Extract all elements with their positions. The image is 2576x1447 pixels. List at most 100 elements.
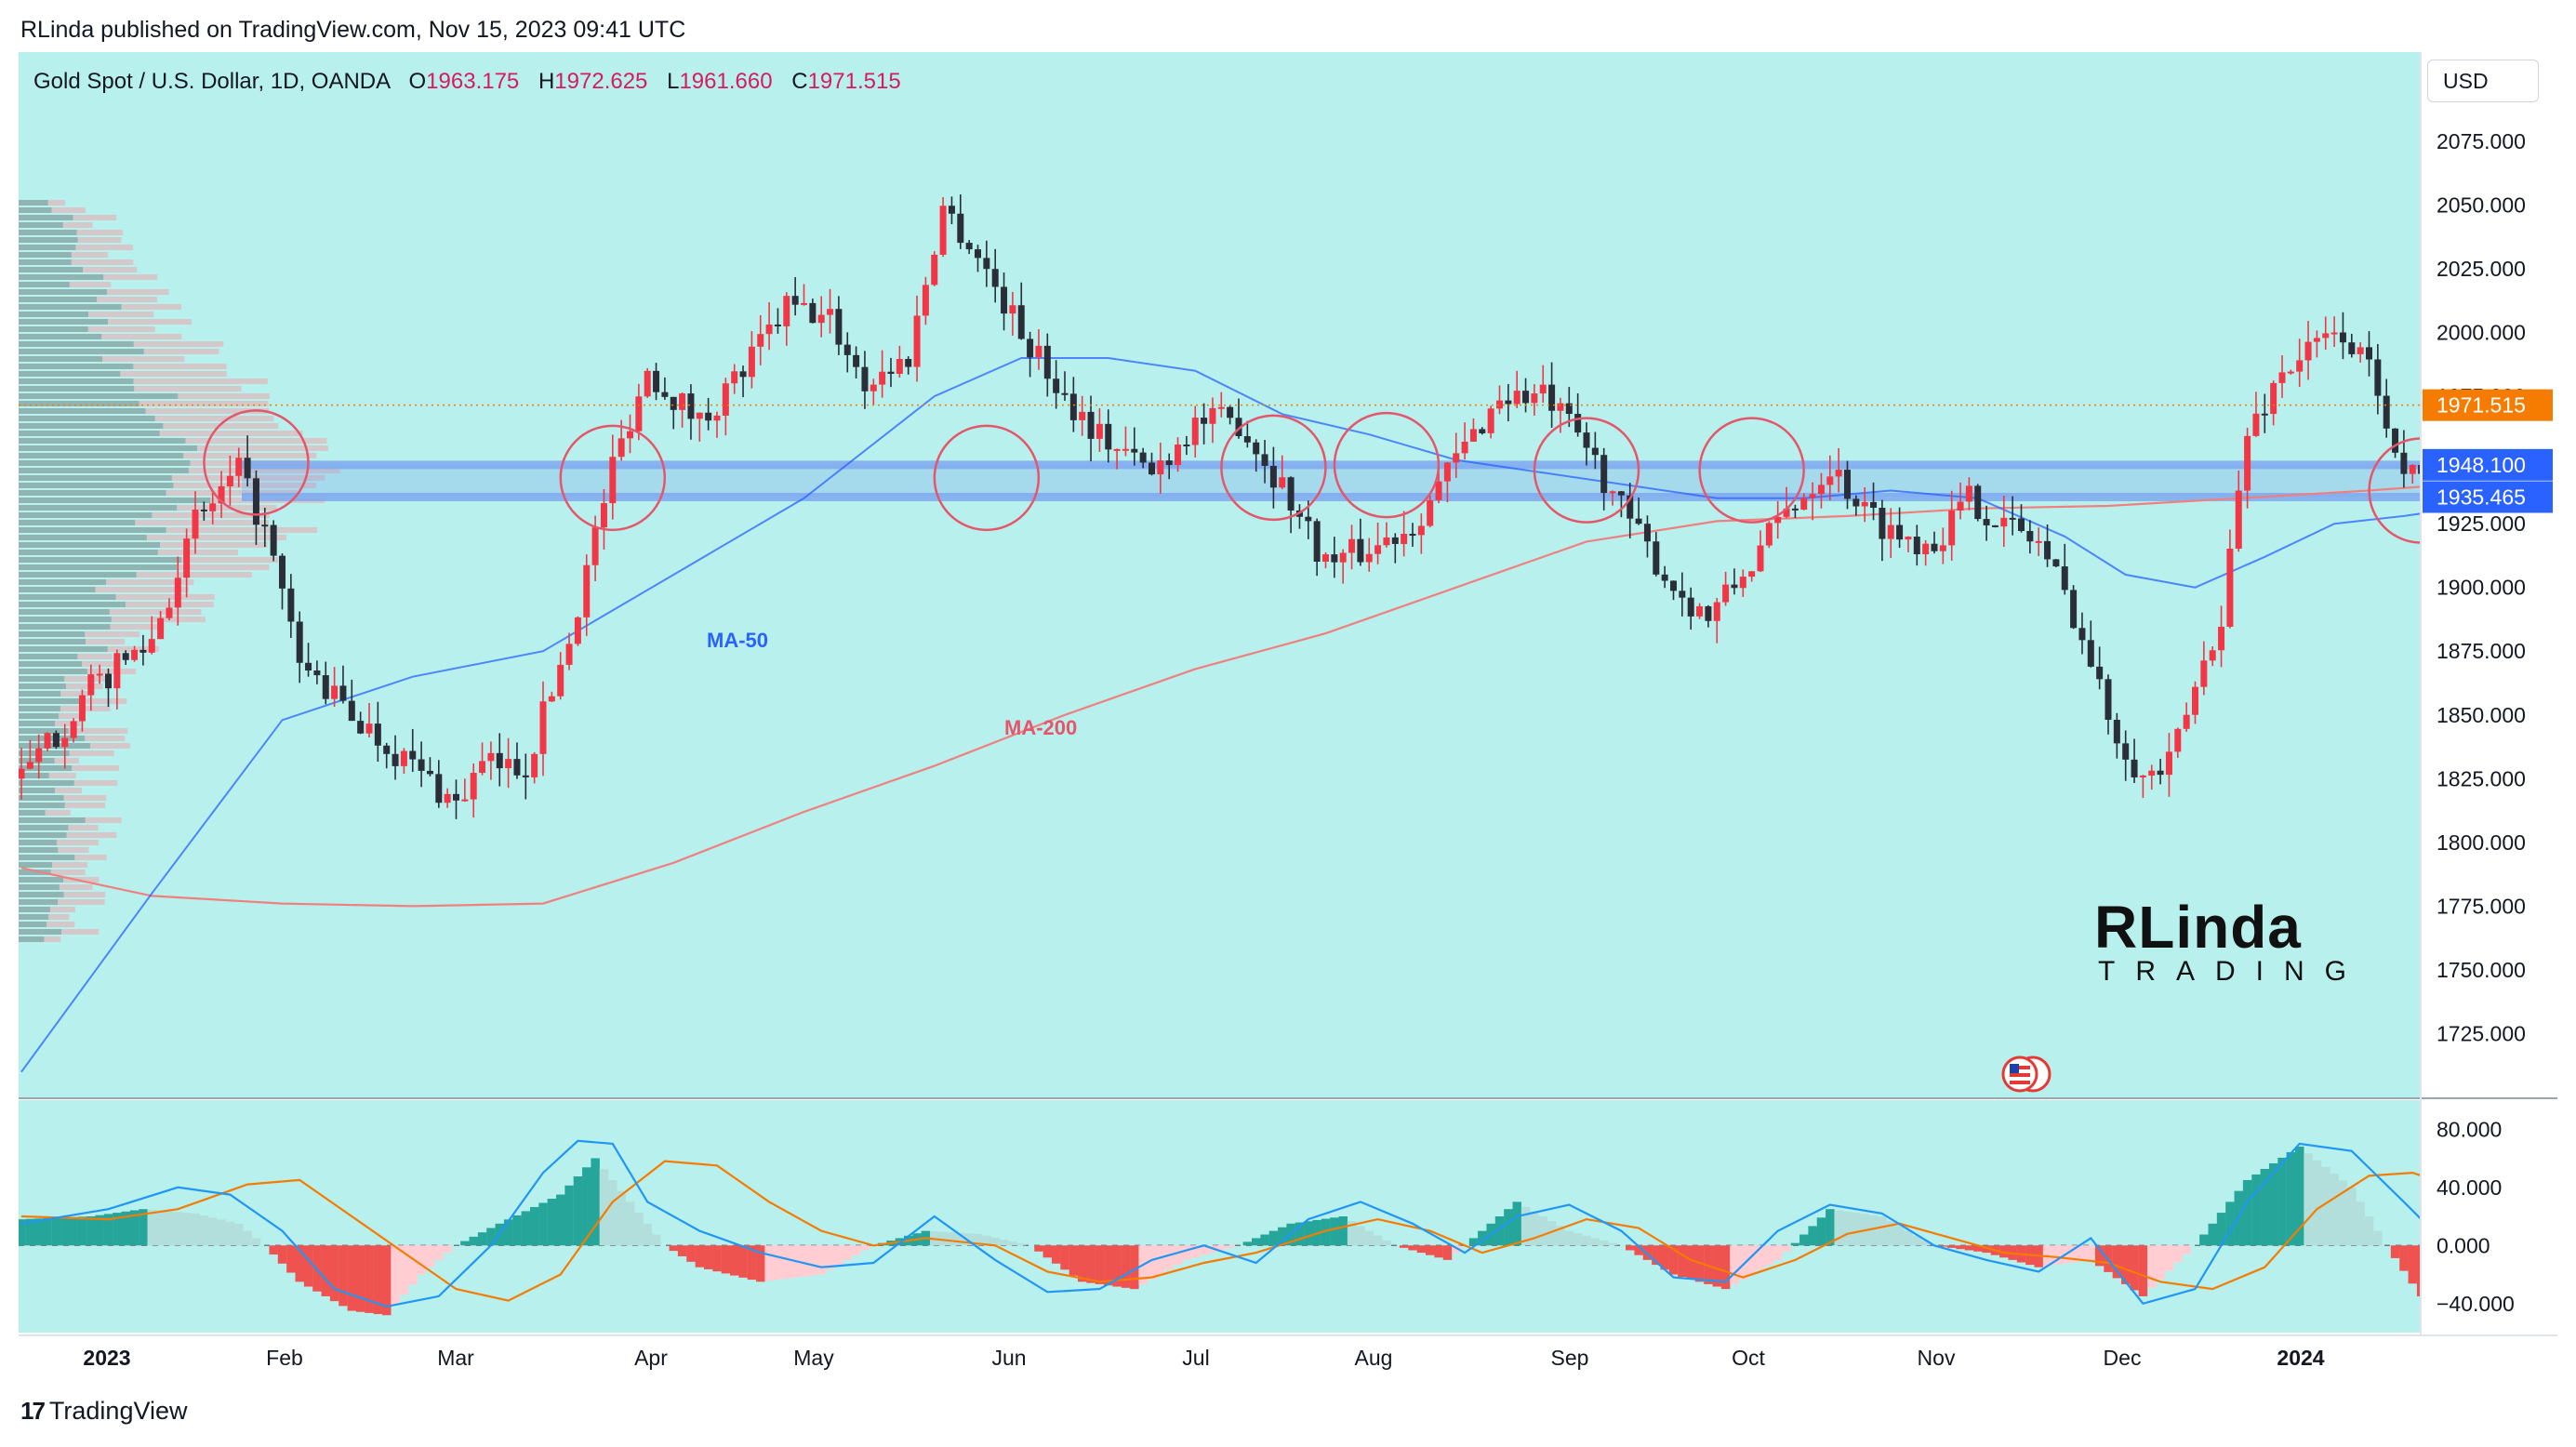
osc-histogram-bar: [773, 1245, 783, 1281]
volume-profile-bar: [97, 297, 157, 302]
volume-profile-bar: [19, 557, 182, 563]
candle-body: [843, 344, 851, 355]
price-tick-label: 2075.000: [2437, 129, 2526, 153]
osc-histogram-bar: [373, 1245, 383, 1315]
osc-histogram-bar: [1547, 1221, 1557, 1246]
volume-profile-bar: [19, 698, 83, 704]
candle-body: [2218, 626, 2225, 651]
osc-histogram-bar: [1660, 1245, 1669, 1270]
osc-histogram-bar: [677, 1245, 687, 1256]
us-flag-event-icon[interactable]: [2001, 1055, 2052, 1093]
volume-profile-bar: [135, 520, 270, 525]
volume-profile-bar: [19, 505, 178, 511]
time-tick-label: Jun: [991, 1346, 1026, 1370]
volume-profile-bar: [19, 899, 59, 905]
candle-body: [1313, 521, 1321, 562]
candle-body: [487, 752, 495, 762]
osc-histogram-bar: [1408, 1245, 1417, 1251]
volume-profile-bar: [52, 862, 88, 868]
osc-histogram-bar: [2156, 1245, 2165, 1280]
volume-profile-bar: [71, 252, 109, 258]
candle-body: [1913, 537, 1920, 554]
candle-body: [287, 588, 295, 622]
candle-body: [557, 664, 564, 697]
volume-profile-bar: [159, 542, 268, 548]
osc-histogram-bar: [538, 1202, 548, 1246]
osc-histogram-bar: [2330, 1174, 2339, 1246]
time-tick-label: Mar: [437, 1346, 474, 1370]
candle-body: [1600, 455, 1608, 494]
osc-histogram-bar: [529, 1206, 539, 1246]
osc-histogram-bar: [173, 1212, 183, 1246]
candle-body: [1279, 477, 1286, 488]
tradingview-logo-icon: 17: [20, 1397, 46, 1425]
volume-profile-bar: [19, 646, 108, 652]
volume-profile-bar: [19, 527, 166, 533]
volume-profile-bar: [159, 431, 303, 436]
candle-body: [922, 285, 929, 316]
volume-profile-bar: [19, 594, 116, 600]
candle-body: [1027, 339, 1034, 358]
candle-body: [2252, 413, 2260, 436]
candle-body: [348, 700, 355, 722]
candle-body: [2122, 743, 2130, 760]
volume-profile-bar: [19, 773, 49, 778]
last-price-label: 1971.515: [2437, 393, 2526, 418]
volume-profile-bar: [19, 587, 96, 592]
osc-histogram-bar: [2304, 1153, 2313, 1246]
candle-body: [1974, 485, 1982, 520]
volume-profile-bar: [75, 245, 134, 250]
osc-histogram-bar: [643, 1223, 652, 1246]
candle-body: [1175, 444, 1182, 466]
osc-histogram-bar: [1520, 1206, 1531, 1246]
osc-histogram-bar: [1069, 1245, 1079, 1276]
osc-histogram-bar: [2112, 1245, 2122, 1279]
tradingview-footer[interactable]: 17 TradingView: [20, 1397, 188, 1426]
osc-histogram-bar: [217, 1219, 226, 1246]
osc-histogram-bar: [947, 1232, 957, 1246]
volume-profile-bar: [19, 847, 59, 853]
osc-histogram-bar: [1920, 1241, 1931, 1246]
candle-body: [1574, 414, 1582, 433]
candle-body: [1496, 400, 1503, 409]
price-tick-label: 2050.000: [2437, 192, 2526, 217]
volume-profile-bar: [101, 334, 182, 339]
volume-profile-bar: [19, 870, 51, 875]
candle-body: [948, 206, 955, 214]
candle-body: [1687, 597, 1694, 617]
volume-profile-bar: [19, 453, 184, 458]
osc-histogram-bar: [843, 1245, 853, 1260]
volume-profile-bar: [143, 349, 219, 354]
candle-body: [470, 773, 477, 800]
osc-histogram-bar: [155, 1210, 166, 1246]
ma50-annotation: MA-50: [707, 629, 768, 652]
time-tick-label: Apr: [634, 1346, 668, 1370]
osc-histogram-bar: [1416, 1245, 1427, 1254]
volume-profile-bar: [62, 222, 93, 228]
candle-body: [2096, 666, 2104, 680]
osc-tick-label: 40.000: [2437, 1175, 2502, 1200]
osc-histogram-bar: [1130, 1245, 1139, 1290]
osc-histogram-bar: [69, 1216, 78, 1246]
osc-histogram-bar: [147, 1209, 157, 1246]
candle-body: [913, 315, 921, 367]
volume-profile-bar: [110, 624, 165, 630]
osc-histogram-bar: [512, 1215, 522, 1246]
candle-body: [887, 371, 895, 374]
volume-profile-bar: [19, 572, 137, 577]
candle-body: [1391, 537, 1399, 544]
volume-profile-bar: [59, 884, 93, 890]
osc-histogram-bar: [730, 1245, 739, 1276]
volume-profile-bar: [19, 602, 126, 607]
volume-profile-bar: [166, 490, 299, 496]
candle-body: [1043, 345, 1051, 379]
osc-histogram-bar: [95, 1215, 104, 1246]
osc-histogram-bar: [225, 1221, 235, 1246]
symbol-title[interactable]: Gold Spot / U.S. Dollar, 1D, OANDA: [33, 69, 390, 94]
candle-body: [983, 258, 990, 270]
volume-profile-bar: [19, 669, 87, 674]
currency-button[interactable]: USD: [2427, 60, 2539, 102]
osc-histogram-bar: [591, 1158, 600, 1246]
volume-profile-bar: [19, 564, 178, 570]
